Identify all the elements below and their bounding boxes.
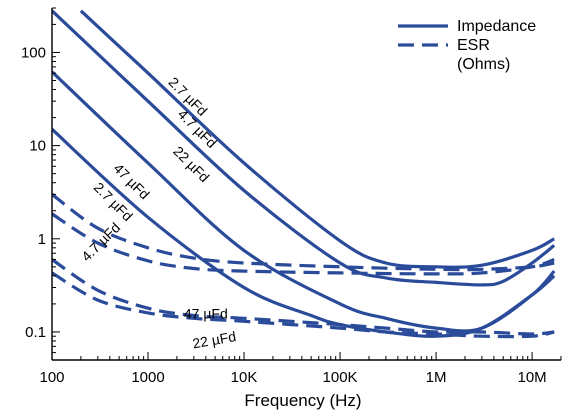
x-tick-label: 100 <box>39 369 64 386</box>
legend-label: (Ohms) <box>457 56 510 73</box>
x-tick-label: 1M <box>426 369 447 386</box>
curve-label: 47 µFd <box>184 305 228 321</box>
y-tick-label: 100 <box>21 44 46 61</box>
x-tick-label: 100K <box>323 369 358 386</box>
y-tick-label: 1 <box>38 231 46 248</box>
esr-curve-7 <box>52 258 555 336</box>
impedance-curve-1 <box>79 9 555 269</box>
legend-label: Impedance <box>457 18 536 35</box>
esr-curve-8 <box>52 271 555 339</box>
esr-curve-5 <box>52 193 555 272</box>
legend-label: ESR <box>457 37 490 54</box>
y-tick-label: 0.1 <box>25 324 46 341</box>
impedance-curve-2 <box>52 9 556 287</box>
x-axis-title: Frequency (Hz) <box>244 391 361 410</box>
curve-label: 22 µFd <box>191 328 237 351</box>
x-tick-label: 10M <box>518 369 547 386</box>
x-tick-label: 1000 <box>131 369 164 386</box>
esr-curve-6 <box>52 212 555 276</box>
x-tick-label: 10K <box>231 369 258 386</box>
y-tick-label: 10 <box>29 138 46 155</box>
